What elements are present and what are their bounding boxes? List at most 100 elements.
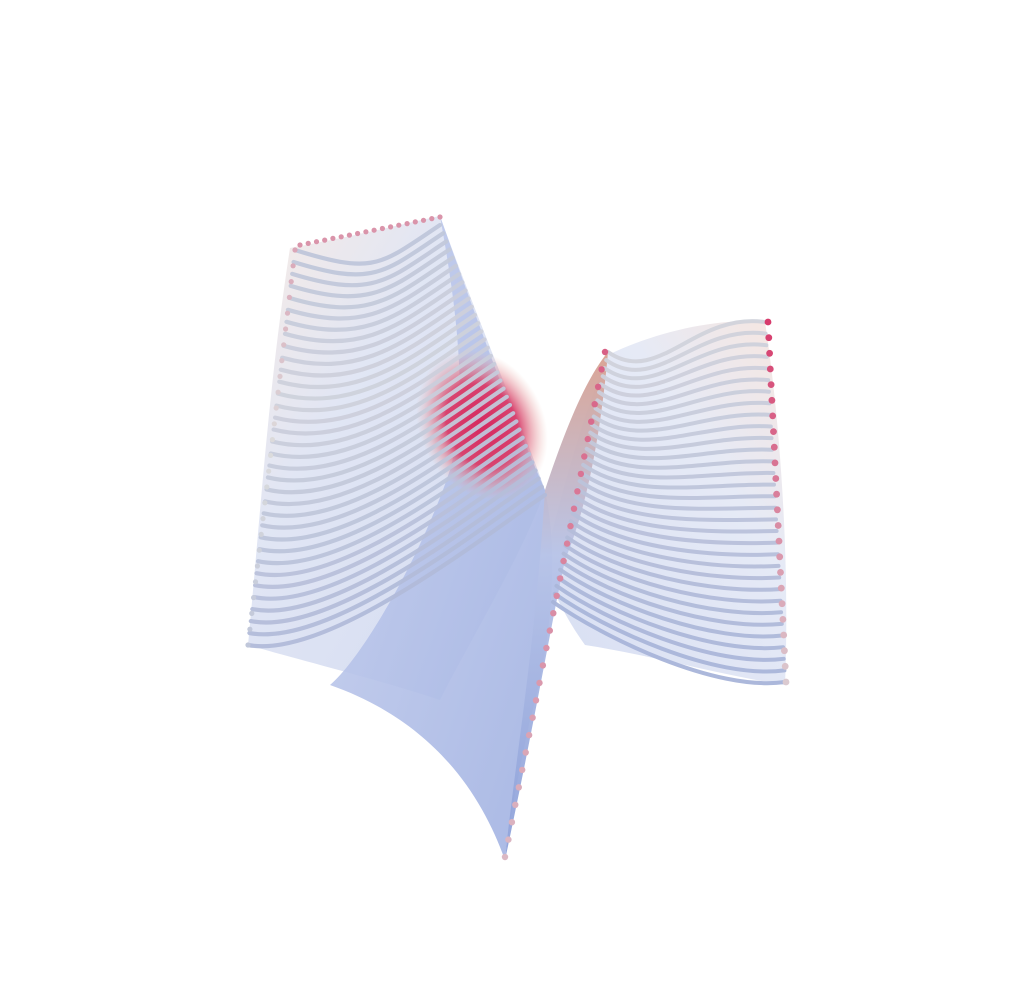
fiber-line [575,487,778,522]
fiber-line [250,468,538,613]
fiber-line [254,443,528,578]
edge-bead [404,221,410,227]
fiber-line [287,255,455,310]
fiber-line [563,543,783,604]
edge-bead [588,418,595,425]
edge-bead [508,819,516,826]
edge-bead [379,225,385,232]
edge-bead [501,853,509,861]
edge-bead [346,232,352,238]
edge-bead [778,600,786,608]
fiber-line [290,239,449,288]
fiber-line [604,330,768,372]
edge-bead [363,229,369,235]
fiber-line [588,430,774,451]
edge-bead [560,557,567,565]
fiber-line [570,511,780,557]
fiber-line [574,495,779,534]
edge-bead [420,217,427,223]
edge-bead [773,490,780,498]
fiber-line [265,378,503,483]
fiber-line [567,527,782,581]
edge-bead [598,366,605,373]
edge-bead [245,642,251,648]
edge-bead [550,610,557,617]
edge-bead [284,310,291,316]
fiber-line [271,345,490,436]
edge-bead [266,468,272,474]
fiber-line [255,435,525,566]
fiber-line [248,476,541,625]
fiber-line [606,319,767,364]
edge-bead [584,435,591,443]
fiber-line [561,551,784,616]
fiber-line [586,438,775,461]
edge-bead [553,592,560,599]
edge-bead [305,240,311,246]
edge-bead [258,531,264,538]
fiber-line [253,452,532,589]
edge-bead [512,801,519,808]
edge-bead [525,731,533,739]
fiber-line [291,231,446,277]
fiber-line [558,567,785,639]
edge-bead [781,662,789,670]
edge-bead [275,389,281,395]
fiber-line [284,272,462,332]
edge-bead [770,428,777,435]
edge-bead [774,506,781,514]
fiber-line [247,484,544,637]
edge-bead [388,224,394,230]
edge-bead [539,662,547,669]
fiber-line [572,503,780,546]
fiber-line [268,362,497,460]
edge-bead [780,631,788,639]
fiber-line [260,411,516,530]
edge-dots [245,214,790,861]
edge-bead [260,516,266,522]
edge-bead [779,616,787,623]
fiber-line [274,329,484,413]
fiber-line [584,446,775,470]
edge-bead [371,227,377,233]
edge-bead [249,610,255,617]
edge-bead [764,318,772,326]
edge-bead [396,222,402,228]
edge-bead [782,678,790,686]
edge-bead [269,437,275,443]
edge-bead [330,235,336,241]
edge-bead [286,294,292,300]
edge-bead [581,453,588,460]
edge-bead [594,383,602,390]
fiber-line [270,353,493,448]
fiber-line [556,575,786,651]
edge-bead [283,326,289,332]
fiber-line [285,263,458,321]
fiber-line [602,342,769,381]
fiber-line [591,412,773,433]
edge-bead [290,263,296,269]
edge-bead [546,627,553,634]
edge-bead [288,279,294,285]
edge-bead [271,421,277,427]
fiber-lines-left [245,222,548,649]
fiber-line [281,288,468,355]
fiber-line [263,394,509,507]
fiber-line [582,454,776,480]
edge-bead [279,358,285,364]
fiber-line [565,535,782,592]
fiber-line [275,321,481,401]
edge-bead [292,247,298,253]
fiber-line [559,559,784,627]
edge-bead [412,219,418,225]
edge-bead [765,334,773,342]
edge-bead [522,749,529,756]
edge-bead [322,237,328,243]
edge-bead [536,679,543,687]
edge-bead [429,216,435,222]
fiber-line [593,400,772,424]
edge-bead [777,584,785,592]
edge-bead [281,342,287,348]
edge-bead [567,522,574,530]
